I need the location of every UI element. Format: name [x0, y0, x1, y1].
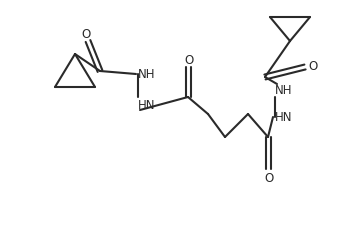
- Text: O: O: [308, 59, 318, 72]
- Text: NH: NH: [138, 68, 156, 81]
- Text: O: O: [184, 53, 194, 66]
- Text: HN: HN: [275, 111, 293, 124]
- Text: O: O: [81, 27, 91, 40]
- Text: O: O: [264, 172, 274, 185]
- Text: HN: HN: [138, 99, 156, 112]
- Text: NH: NH: [275, 83, 293, 96]
